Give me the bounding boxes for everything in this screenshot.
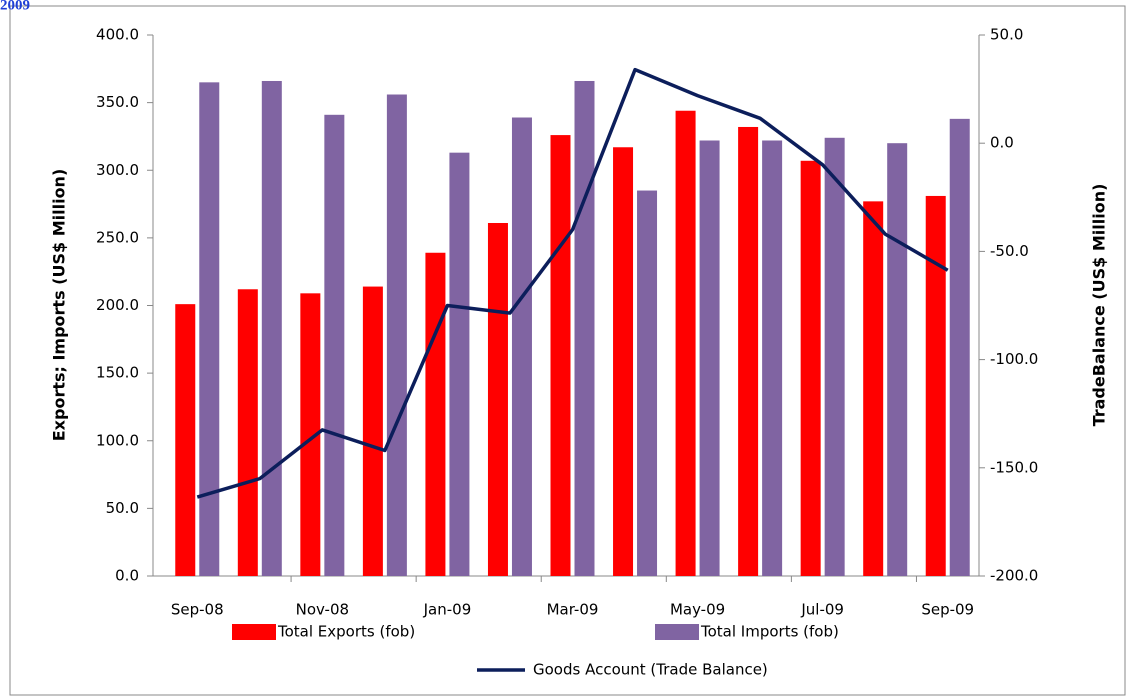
bar: [762, 140, 783, 576]
y-tick-label: 300.0: [96, 161, 139, 179]
x-tick-label: Sep-08: [171, 601, 224, 619]
bar: [487, 222, 508, 576]
y-tick-label: 350.0: [96, 93, 139, 111]
bar: [550, 135, 571, 576]
bar: [738, 126, 759, 576]
bar: [574, 80, 595, 577]
legend-swatch: [655, 624, 699, 640]
bar: [699, 140, 720, 576]
x-tick-label: Jul-09: [800, 601, 844, 619]
y2-tick-label: -150.0: [990, 458, 1038, 476]
bar: [637, 190, 658, 576]
x-tick-label: Nov-08: [296, 601, 349, 619]
x-tick-label: May-09: [670, 601, 725, 619]
bar: [925, 195, 946, 576]
y2-tick-label: 50.0: [990, 26, 1023, 44]
bar: [199, 82, 220, 577]
bar: [511, 117, 532, 576]
bar: [449, 152, 470, 577]
line: [196, 67, 949, 499]
bar: [362, 286, 383, 576]
caption: 2009: [0, 0, 30, 13]
bar: [613, 147, 634, 576]
y-tick-label: 50.0: [106, 499, 139, 517]
bar: [237, 289, 258, 576]
legend-label: Total Imports (fob): [700, 623, 839, 641]
y-axis-title: Exports; Imports (US$ Million): [50, 169, 69, 442]
legend-label: Goods Account (Trade Balance): [533, 661, 768, 679]
x-tick-label: Sep-09: [921, 601, 974, 619]
y2-tick-label: -200.0: [990, 567, 1038, 585]
y-tick-label: 400.0: [96, 26, 139, 44]
bar: [675, 110, 696, 577]
y-tick-label: 250.0: [96, 228, 139, 246]
bar: [824, 137, 845, 577]
bar: [175, 304, 196, 576]
bar: [261, 80, 282, 577]
y-tick-label: 0.0: [115, 567, 139, 585]
bar: [300, 293, 321, 576]
bar: [386, 94, 407, 576]
bar: [425, 252, 446, 576]
frame: [9, 5, 1126, 696]
bar: [887, 143, 908, 576]
bar: [863, 201, 884, 577]
y2-tick-label: 0.0: [990, 134, 1014, 152]
y2-tick-label: -50.0: [990, 242, 1029, 260]
bar: [324, 114, 345, 577]
y-tick-label: 200.0: [96, 296, 139, 314]
legend-swatch: [232, 624, 276, 640]
bar: [800, 160, 821, 576]
y-tick-label: 100.0: [96, 431, 139, 449]
y-tick-label: 150.0: [96, 364, 139, 382]
bar: [949, 118, 970, 576]
y2-axis-title: TradeBalance (US$ Million): [1090, 184, 1109, 427]
x-tick-label: Jan-09: [423, 601, 472, 619]
y2-tick-label: -100.0: [990, 350, 1038, 368]
legend-label: Total Exports (fob): [277, 623, 415, 641]
x-tick-label: Mar-09: [547, 601, 599, 619]
